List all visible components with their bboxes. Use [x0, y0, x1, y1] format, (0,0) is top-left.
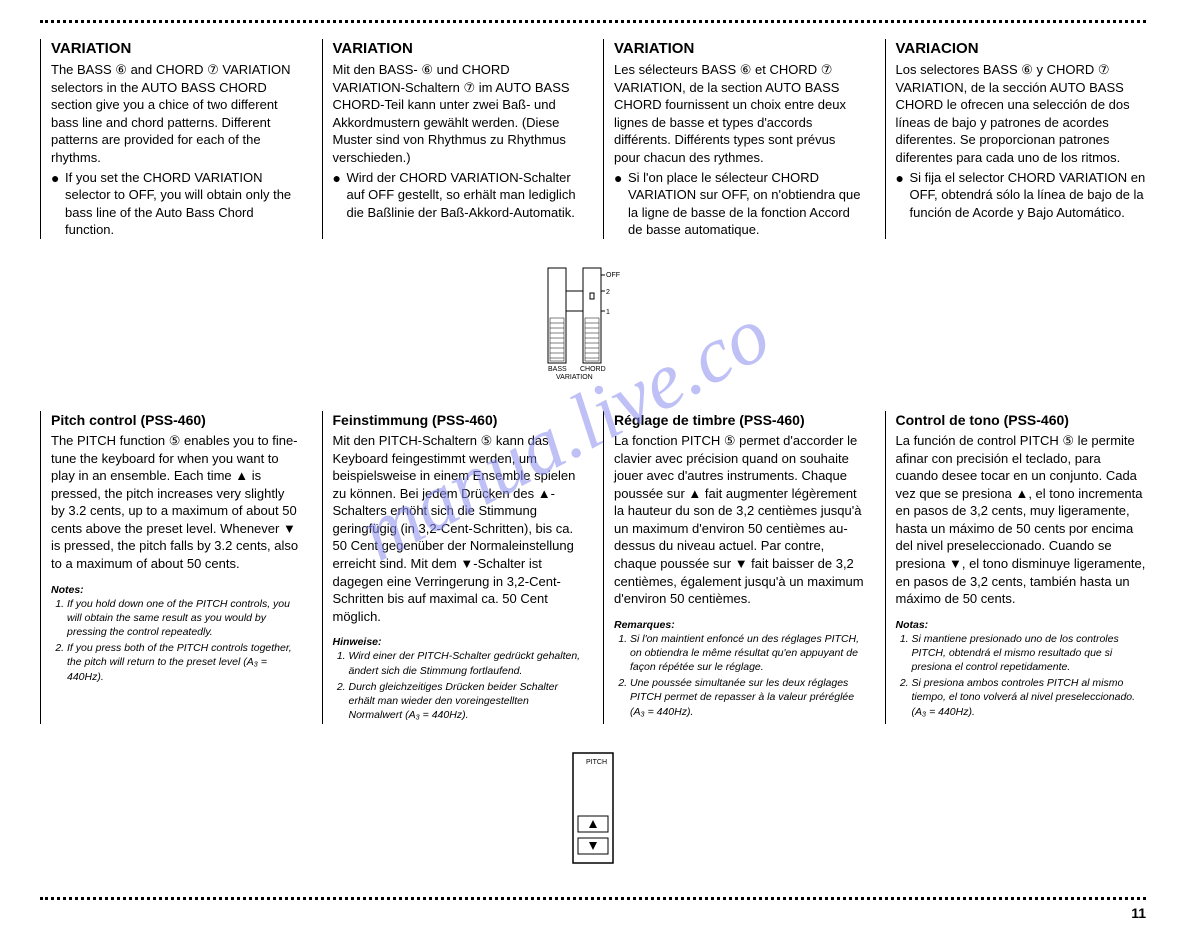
note-es-1: Si mantiene presionado uno de los contro… — [912, 632, 1147, 675]
pitch-body-de: Mit den PITCH-Schaltern ⑤ kann das Keybo… — [333, 432, 584, 625]
diagram-label-chord: CHORD — [580, 366, 606, 373]
diagram-label-1: 1 — [606, 309, 610, 316]
variation-body-fr: Les sélecteurs BASS ⑥ et CHORD ⑦ VARIATI… — [614, 61, 865, 166]
note-de-1: Wird einer der PITCH-Schalter gedrückt g… — [349, 649, 584, 677]
pitch-section: Pitch control (PSS-460) The PITCH functi… — [40, 411, 1146, 724]
variation-title-de: VARIATION — [333, 39, 584, 59]
diagram-label-bass: BASS — [548, 366, 567, 373]
bullet-dot: ● — [614, 169, 628, 239]
variation-col-en: VARIATION The BASS ⑥ and CHORD ⑦ VARIATI… — [40, 39, 302, 239]
notes-header-fr: Remarques: — [614, 618, 865, 632]
pitch-body-fr: La fonction PITCH ⑤ permet d'accorder le… — [614, 432, 865, 607]
variation-section: VARIATION The BASS ⑥ and CHORD ⑦ VARIATI… — [40, 39, 1146, 239]
diagram-label-pitch: PITCH — [586, 759, 607, 766]
variation-bullet-text-en: If you set the CHORD VARIATION selector … — [65, 169, 302, 239]
variation-bullet-de: ● Wird der CHORD VARIATION-Schalter auf … — [333, 169, 584, 222]
variation-col-es: VARIACION Los selectores BASS ⑥ y CHORD … — [885, 39, 1147, 239]
notes-header-en: Notes: — [51, 583, 302, 597]
page-number: 11 — [40, 904, 1146, 923]
note-en-1: If you hold down one of the PITCH contro… — [67, 597, 302, 640]
note-en-2: If you press both of the PITCH controls … — [67, 641, 302, 684]
variation-bullet-fr: ● Si l'on place le sélecteur CHORD VARIA… — [614, 169, 865, 239]
bullet-dot: ● — [51, 169, 65, 239]
pitch-body-en: The PITCH function ⑤ enables you to fine… — [51, 432, 302, 572]
variation-bullet-en: ● If you set the CHORD VARIATION selecto… — [51, 169, 302, 239]
pitch-diagram: PITCH — [40, 748, 1146, 873]
top-divider — [40, 20, 1146, 23]
variation-bullet-text-de: Wird der CHORD VARIATION-Schalter auf OF… — [347, 169, 584, 222]
variation-title-en: VARIATION — [51, 39, 302, 59]
variation-bullet-es: ● Si fija el selector CHORD VARIATION en… — [896, 169, 1147, 222]
notes-list-es: Si mantiene presionado uno de los contro… — [896, 632, 1147, 719]
variation-title-es: VARIACION — [896, 39, 1147, 59]
notes-list-de: Wird einer der PITCH-Schalter gedrückt g… — [333, 649, 584, 722]
pitch-col-es: Control de tono (PSS-460) La función de … — [885, 411, 1147, 724]
note-de-2: Durch gleichzeitiges Drücken beider Scha… — [349, 680, 584, 723]
note-fr-2: Une poussée simultanée sur les deux régl… — [630, 676, 865, 719]
bullet-dot: ● — [333, 169, 347, 222]
pitch-title-fr: Réglage de timbre (PSS-460) — [614, 411, 865, 430]
bullet-dot: ● — [896, 169, 910, 222]
variation-body-es: Los selectores BASS ⑥ y CHORD ⑦ VARIATIO… — [896, 61, 1147, 166]
notes-header-de: Hinweise: — [333, 635, 584, 649]
notes-list-fr: Si l'on maintient enfoncé un des réglage… — [614, 632, 865, 719]
diagram-label-off: OFF — [606, 272, 620, 279]
variation-title-fr: VARIATION — [614, 39, 865, 59]
variation-diagram: OFF 2 1 BASS CHORD VARIATION — [40, 263, 1146, 388]
diagram-label-2: 2 — [606, 289, 610, 296]
pitch-body-es: La función de control PITCH ⑤ le permite… — [896, 432, 1147, 607]
variation-bullet-text-fr: Si l'on place le sélecteur CHORD VARIATI… — [628, 169, 865, 239]
pitch-title-de: Feinstimmung (PSS-460) — [333, 411, 584, 430]
variation-body-en: The BASS ⑥ and CHORD ⑦ VARIATION selecto… — [51, 61, 302, 166]
variation-col-de: VARIATION Mit den BASS- ⑥ und CHORD VARI… — [322, 39, 584, 239]
variation-col-fr: VARIATION Les sélecteurs BASS ⑥ et CHORD… — [603, 39, 865, 239]
variation-body-de: Mit den BASS- ⑥ und CHORD VARIATION-Scha… — [333, 61, 584, 166]
pitch-col-de: Feinstimmung (PSS-460) Mit den PITCH-Sch… — [322, 411, 584, 724]
pitch-col-fr: Réglage de timbre (PSS-460) La fonction … — [603, 411, 865, 724]
variation-bullet-text-es: Si fija el selector CHORD VARIATION en O… — [910, 169, 1147, 222]
notes-list-en: If you hold down one of the PITCH contro… — [51, 597, 302, 684]
bottom-divider — [40, 897, 1146, 900]
notes-header-es: Notas: — [896, 618, 1147, 632]
note-fr-1: Si l'on maintient enfoncé un des réglage… — [630, 632, 865, 675]
note-es-2: Si presiona ambos controles PITCH al mis… — [912, 676, 1147, 719]
pitch-title-en: Pitch control (PSS-460) — [51, 411, 302, 430]
diagram-label-variation: VARIATION — [556, 374, 593, 381]
pitch-col-en: Pitch control (PSS-460) The PITCH functi… — [40, 411, 302, 724]
pitch-title-es: Control de tono (PSS-460) — [896, 411, 1147, 430]
